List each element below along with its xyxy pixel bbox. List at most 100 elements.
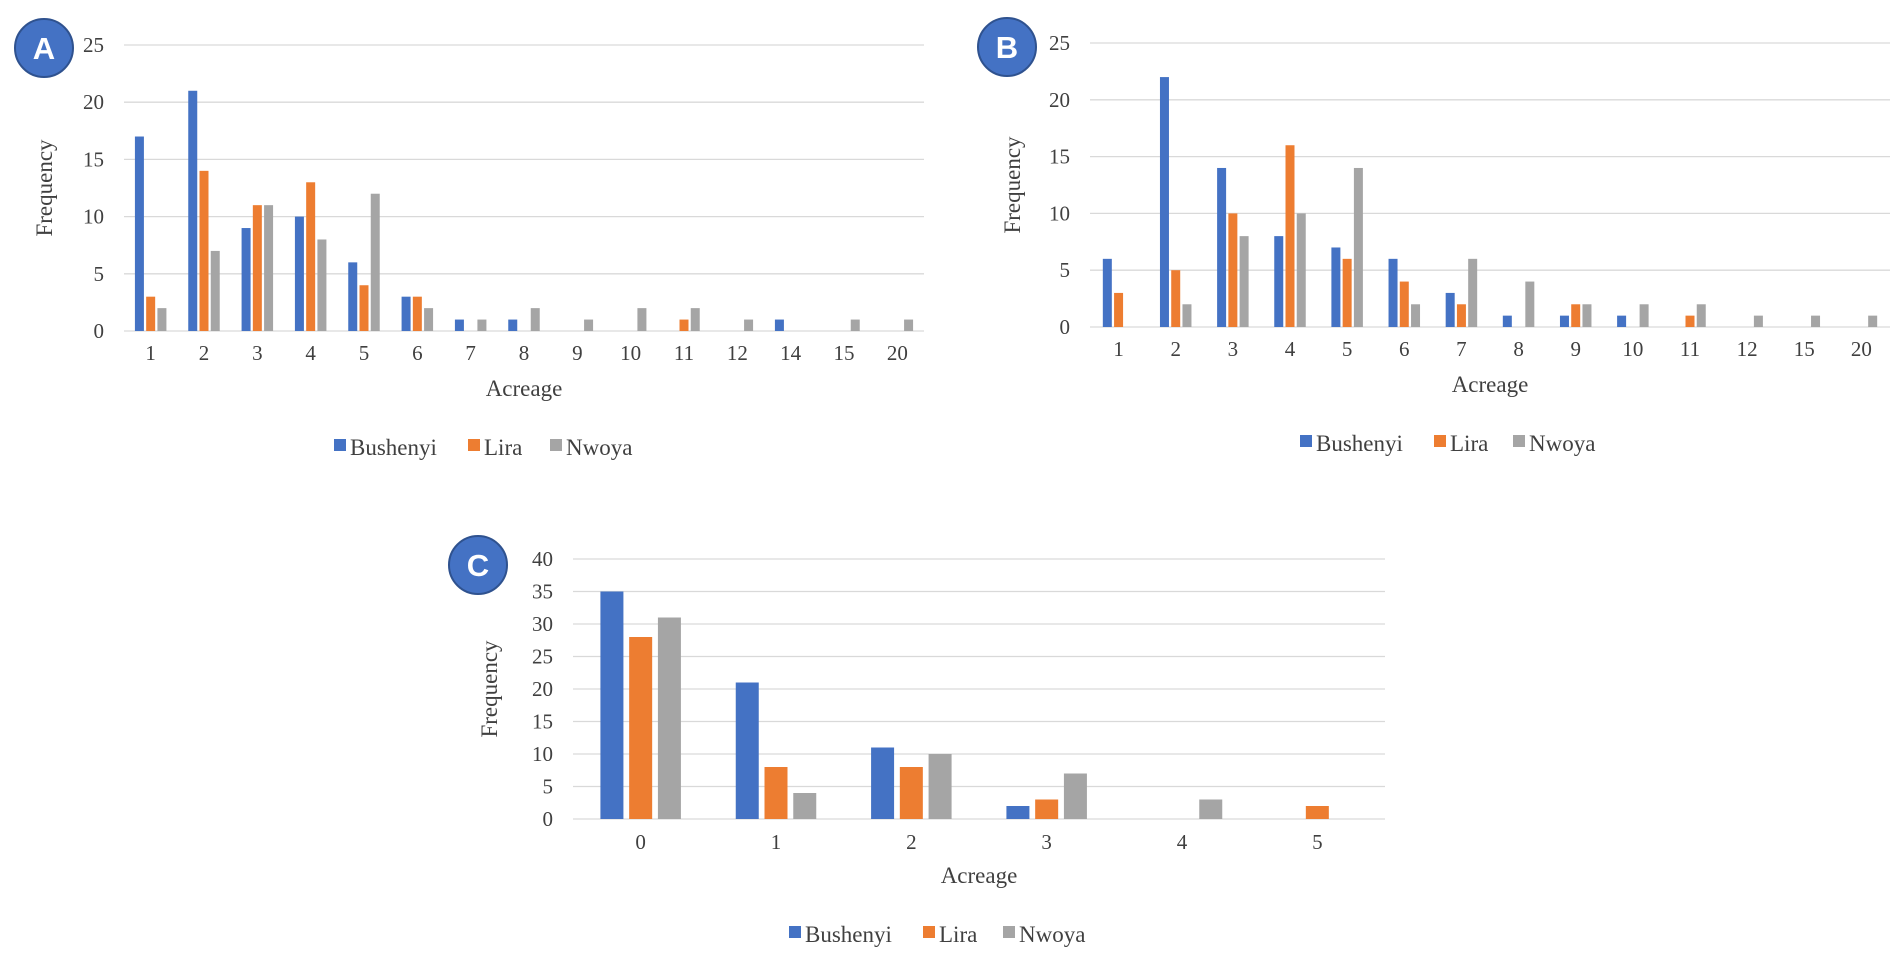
legend-label-bushenyi: Bushenyi (805, 922, 892, 947)
legend-label-bushenyi: Bushenyi (1316, 431, 1403, 456)
bar-lira (359, 285, 369, 331)
bar-nwoya (657, 617, 681, 819)
x-tick-label: 1 (145, 341, 156, 365)
bar-bushenyi (1559, 315, 1569, 327)
y-axis-title: Frequency (477, 640, 502, 738)
bar-nwoya (1063, 773, 1087, 819)
panel-badge-letter: A (33, 31, 55, 66)
panel-badge-letter: C (467, 548, 489, 583)
legend-label-nwoya: Nwoya (1019, 922, 1085, 947)
y-tick-label: 15 (1049, 145, 1070, 169)
bar-lira (1285, 145, 1295, 327)
bar-nwoya (1353, 167, 1363, 327)
y-tick-label: 10 (83, 205, 104, 229)
x-tick-label: 20 (1851, 337, 1872, 361)
y-tick-label: 35 (532, 580, 553, 604)
bar-nwoya (317, 239, 327, 331)
panel-badge-letter: B (996, 30, 1018, 65)
bar-lira (1456, 304, 1466, 327)
x-tick-label: 2 (906, 830, 917, 854)
chart-panel-c: 0 5 10 15 20 25 30 35 40 0 1 2 3 4 5 Acreage Frequency Bu… (448, 535, 1385, 947)
bar-nwoya (210, 250, 220, 331)
panel-badge-circle (14, 18, 74, 78)
bar-lira (306, 182, 316, 331)
bar-lira (679, 319, 689, 331)
bar-nwoya (1411, 304, 1421, 327)
x-tick-label: 4 (1177, 830, 1188, 854)
bar-bushenyi (294, 216, 304, 331)
bar-bushenyi (401, 296, 411, 331)
bar-lira (629, 637, 653, 819)
bar-nwoya (1239, 236, 1249, 327)
bar-nwoya (690, 308, 700, 331)
legend-swatch-bushenyi (334, 439, 346, 451)
bar-nwoya (1468, 258, 1478, 327)
bar-nwoya (1182, 304, 1192, 327)
bar-nwoya (1696, 304, 1706, 327)
bar-bushenyi (1217, 167, 1227, 327)
bar-bushenyi (188, 90, 198, 331)
bar-bushenyi (134, 136, 144, 331)
x-tick-label: 10 (620, 341, 641, 365)
y-tick-label: 30 (532, 612, 553, 636)
x-tick-label: 3 (252, 341, 263, 365)
x-tick-label: 2 (1170, 337, 1181, 361)
legend-label-lira: Lira (1450, 431, 1488, 456)
bar-nwoya (530, 308, 540, 331)
bar-bushenyi (1445, 292, 1455, 327)
x-tick-label: 10 (1622, 337, 1643, 361)
x-tick-label: 12 (727, 341, 748, 365)
bar-lira (1571, 304, 1581, 327)
y-tick-label: 15 (532, 710, 553, 734)
legend-swatch-nwoya (1513, 435, 1525, 447)
bar-nwoya (1199, 799, 1223, 819)
y-tick-label: 25 (83, 33, 104, 57)
y-tick-label: 5 (543, 775, 554, 799)
x-tick-label: 8 (519, 341, 530, 365)
y-tick-label: 0 (94, 319, 105, 343)
bar-lira (1171, 270, 1181, 327)
legend-swatch-nwoya (1003, 926, 1015, 938)
bar-lira (1228, 213, 1238, 327)
y-tick-label: 20 (532, 677, 553, 701)
panel-badge: A (14, 18, 74, 78)
bar-bushenyi (1102, 258, 1112, 327)
bar-lira (146, 296, 156, 331)
x-axis-title: Acreage (941, 863, 1018, 888)
bar-bushenyi (1388, 258, 1398, 327)
x-tick-label: 2 (199, 341, 210, 365)
x-tick-label: 9 (1570, 337, 1581, 361)
bar-lira (1342, 258, 1352, 327)
bar-nwoya (584, 319, 594, 331)
y-tick-label: 20 (1049, 88, 1070, 112)
x-tick-label: 20 (887, 341, 908, 365)
y-tick-label: 20 (83, 90, 104, 114)
x-tick-label: 11 (1680, 337, 1700, 361)
y-tick-label: 25 (532, 645, 553, 669)
bar-bushenyi (871, 747, 895, 819)
bar-bushenyi (508, 319, 518, 331)
bar-nwoya (744, 319, 754, 331)
x-tick-label: 4 (305, 341, 316, 365)
x-tick-label: 3 (1228, 337, 1239, 361)
bar-bushenyi (348, 262, 358, 331)
bar-bushenyi (1274, 236, 1284, 327)
y-tick-label: 10 (1049, 201, 1070, 225)
bar-lira (1305, 806, 1329, 819)
panel-badge: B (977, 17, 1037, 77)
bar-nwoya (477, 319, 487, 331)
bar-bushenyi (241, 228, 251, 331)
bar-nwoya (157, 308, 167, 331)
bar-nwoya (370, 193, 380, 331)
bar-nwoya (1811, 315, 1821, 327)
bar-lira (1114, 292, 1124, 327)
x-tick-label: 4 (1285, 337, 1296, 361)
legend-swatch-nwoya (550, 439, 562, 451)
bar-lira (252, 205, 262, 331)
bar-lira (412, 296, 422, 331)
bar-nwoya (637, 308, 647, 331)
bar-nwoya (1753, 315, 1763, 327)
x-axis-title: Acreage (486, 376, 563, 401)
